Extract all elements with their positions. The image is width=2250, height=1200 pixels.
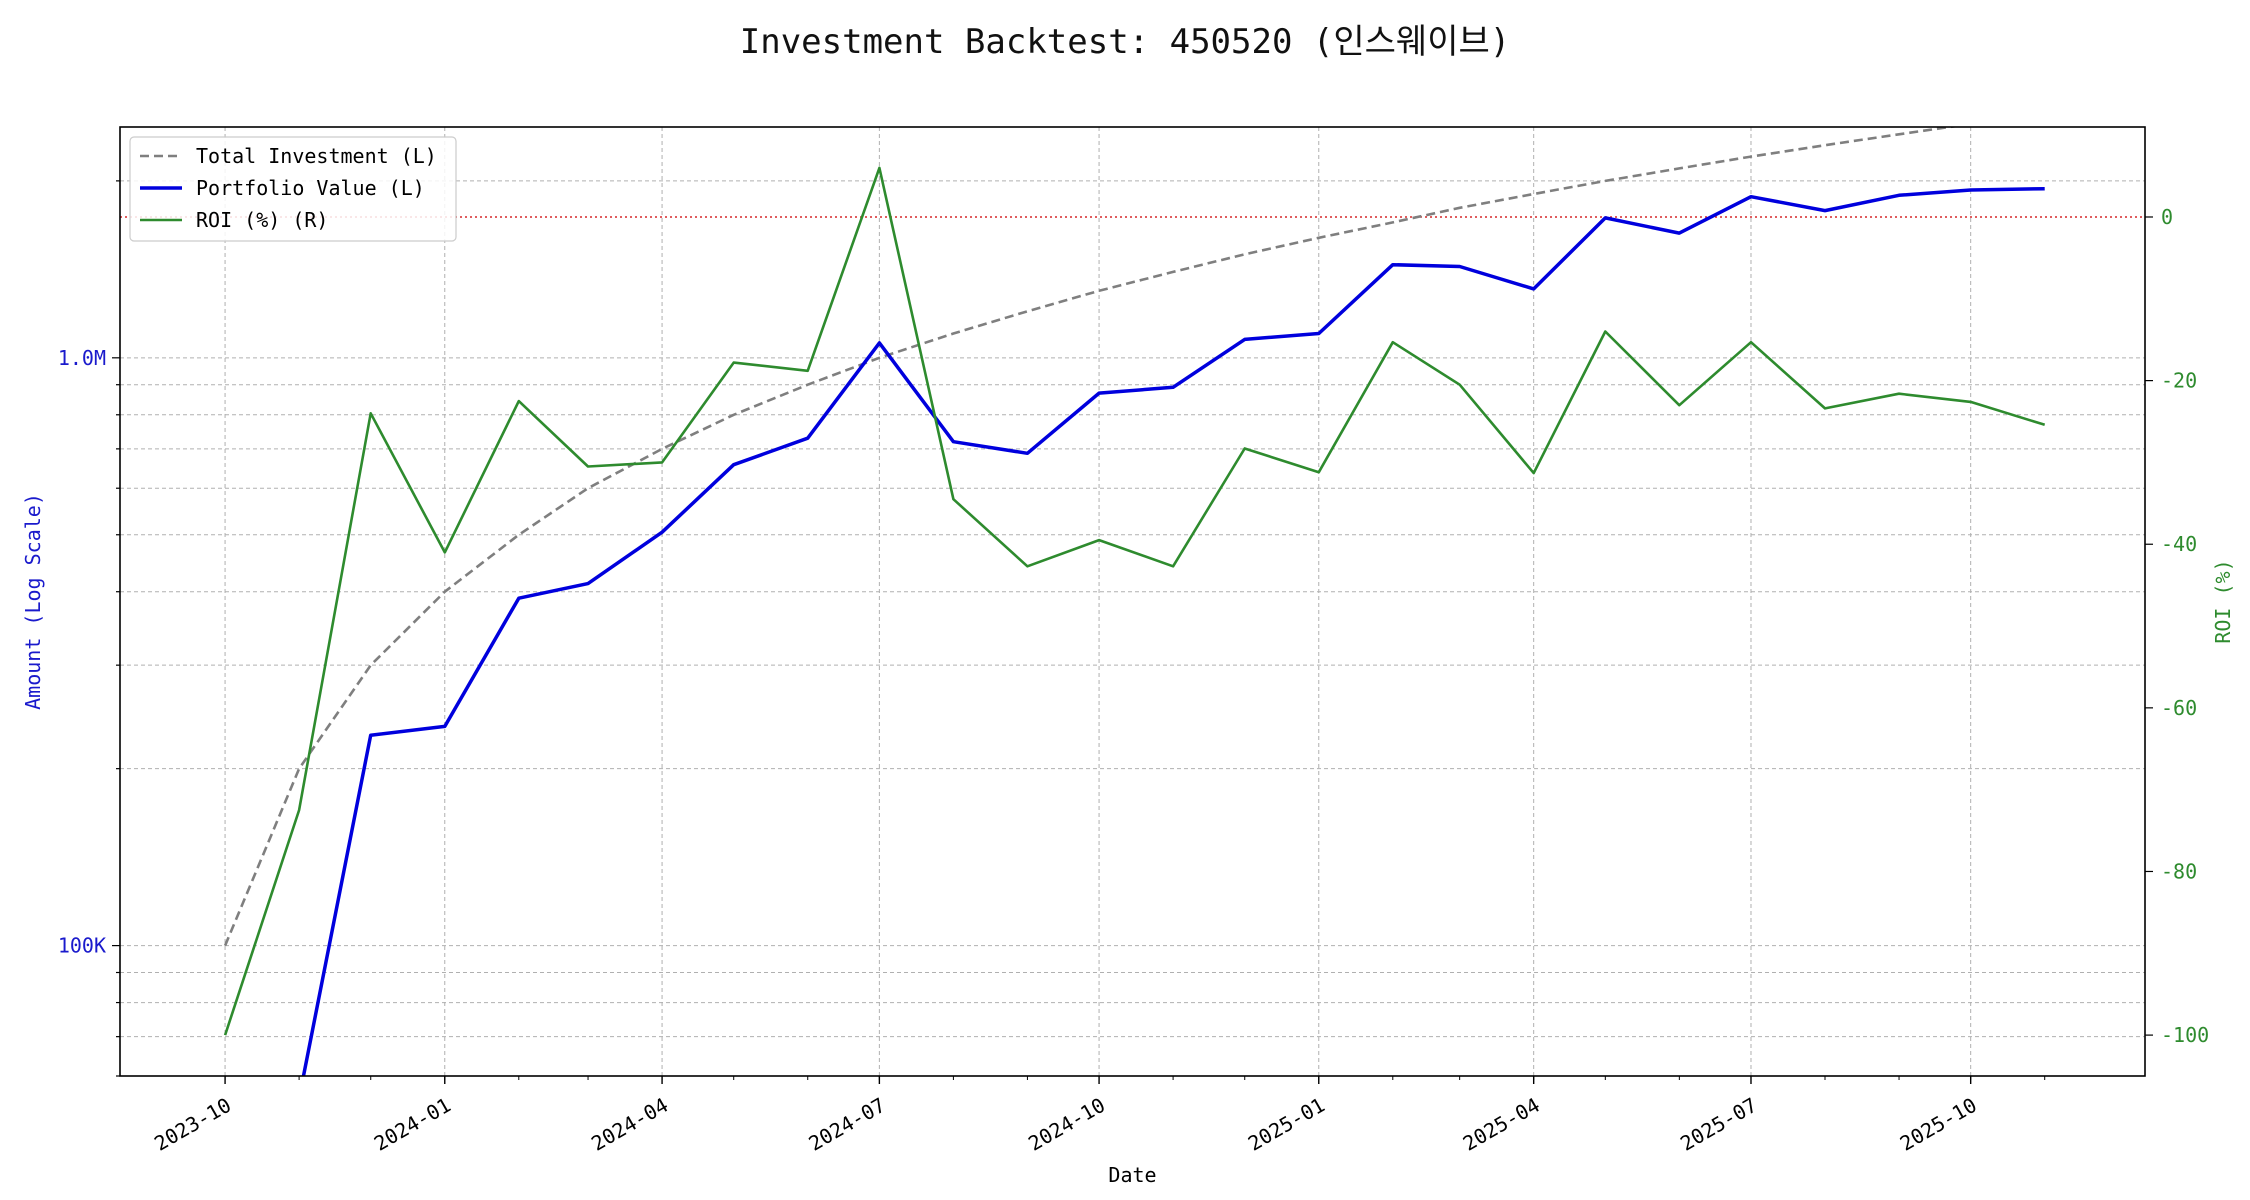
right-tick-label: -80	[2161, 859, 2197, 883]
grid-layer	[120, 127, 2145, 1077]
series-line-0	[223, 127, 1959, 947]
legend-label: Total Investment (L)	[196, 144, 437, 168]
left-axis-label: Amount (Log Scale)	[21, 493, 45, 710]
plot-frame	[119, 126, 2146, 1077]
x-tick-label: 2025-10	[1896, 1093, 1981, 1156]
axes-layer: 2023-10 2024-01 2024-04 2024-07 2024-10 2025-…	[21, 126, 2235, 1187]
x-tick-label: 2025-01	[1244, 1093, 1329, 1156]
x-axis-label: Date	[1108, 1163, 1156, 1187]
right-tick-label: -100	[2161, 1023, 2209, 1047]
right-tick-label: -20	[2161, 369, 2197, 393]
legend-label: Portfolio Value (L)	[196, 176, 425, 200]
x-tick-label: 2024-01	[370, 1093, 455, 1156]
right-axis-label: ROI (%)	[2211, 559, 2235, 643]
x-tick-label: 2025-07	[1676, 1093, 1761, 1156]
x-tick-label: 2023-10	[150, 1093, 235, 1156]
x-tick-label: 2024-04	[587, 1093, 672, 1156]
series-layer	[120, 127, 2145, 1076]
x-tick-label: 2025-04	[1459, 1093, 1544, 1156]
series-line-2	[223, 166, 2046, 1036]
x-tick-label: 2024-07	[804, 1093, 889, 1156]
right-tick-label: 0	[2161, 205, 2173, 229]
legend: Total Investment (L) Portfolio Value (L) R…	[129, 136, 457, 242]
right-tick-label: -60	[2161, 696, 2197, 720]
x-tick-label: 2024-10	[1024, 1093, 1109, 1156]
series-line-1	[301, 186, 2045, 1076]
left-tick-label: 100K	[58, 934, 106, 958]
left-tick-label: 1.0M	[58, 346, 106, 370]
legend-box	[129, 136, 457, 242]
chart-title: Investment Backtest: 450520 (인스웨이브)	[739, 22, 1511, 62]
right-tick-label: -40	[2161, 532, 2197, 556]
legend-label: ROI (%) (R)	[196, 208, 328, 232]
